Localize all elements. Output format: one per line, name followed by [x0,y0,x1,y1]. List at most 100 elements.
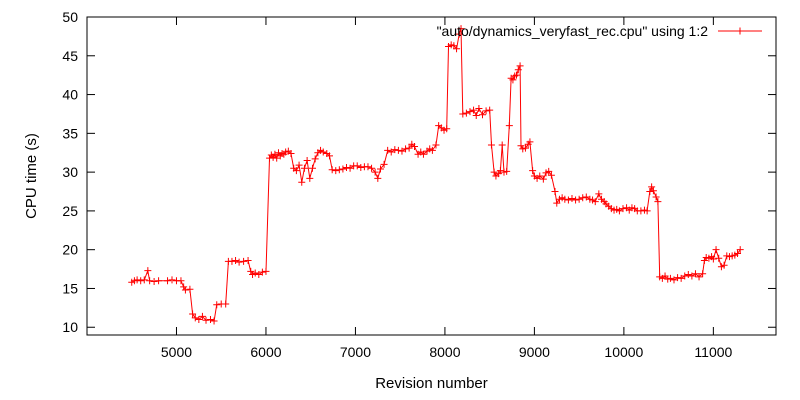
legend: "auto/dynamics_veryfast_rec.cpu" using 1… [437,23,762,39]
legend-marker [736,27,744,35]
data-point [387,148,395,156]
data-point [325,152,333,160]
data-point [255,271,263,279]
data-point [712,246,720,254]
data-point [646,188,654,196]
data-point [180,283,188,291]
data-point [674,274,682,282]
data-point [210,317,218,325]
data-point [455,30,463,38]
data-point [681,272,689,280]
y-tick-label: 15 [62,280,78,296]
data-point [521,144,529,152]
data-point [328,166,336,174]
x-tick-label: 6000 [250,344,281,360]
data-point [140,276,148,284]
data-point [308,164,316,172]
data-point [466,108,474,116]
data-point [339,165,347,173]
data-point [511,72,519,80]
legend-marker-plus [736,27,744,35]
data-point [240,257,248,265]
data-point [691,270,699,278]
data-point [346,164,354,172]
data-point [266,154,274,162]
data-point [495,170,503,178]
data-point [202,316,210,324]
data-point [720,261,728,269]
data-point [155,277,163,285]
data-point [269,153,277,161]
data-point [168,276,176,284]
data-point [553,199,561,207]
data-point [432,141,440,149]
data-point [547,171,555,179]
y-axis-label: CPU time (s) [23,133,40,219]
data-point [487,141,495,149]
data-point [144,267,152,275]
data-point [734,250,742,258]
data-point [405,144,413,152]
data-point [206,315,214,323]
y-tick-label: 20 [62,242,78,258]
data-point [364,163,372,171]
data-point [475,105,483,113]
data-point [391,146,399,154]
data-point [198,312,206,320]
data-point [666,274,674,282]
data-point [195,315,203,323]
y-tick-label: 50 [62,9,78,25]
data-point [677,274,685,282]
data-point [498,141,506,149]
data-point [457,25,465,33]
data-point [513,71,521,79]
data-point [715,254,723,262]
data-point [410,143,418,151]
data-point [517,142,525,150]
data-point [177,277,185,285]
data-point [619,205,627,213]
data-point [595,190,603,198]
x-tick-label: 9000 [519,344,550,360]
series-layer [128,25,744,325]
data-point [374,174,382,182]
data-point [539,175,547,183]
y-tick-label: 45 [62,48,78,64]
data-point [695,273,703,281]
x-tick-label: 5000 [161,344,192,360]
y-axis-ticks: 10 15 20 25 30 35 40 45 50 [62,9,776,335]
data-point [402,145,410,153]
data-point [637,207,645,215]
data-point [398,147,406,155]
data-point [561,195,569,203]
data-point [529,167,537,175]
data-point [376,165,384,173]
legend-label: "auto/dynamics_veryfast_rec.cpu" using 1… [437,23,709,39]
data-point [582,193,590,201]
data-point [222,300,230,308]
data-point [575,195,583,203]
data-point [505,122,513,130]
data-point [164,277,172,285]
data-point [482,107,490,115]
data-point [295,161,303,169]
data-point [189,310,197,318]
x-axis-ticks: 5000 6000 7000 8000 9000 10000 11000 [161,17,733,360]
data-point [699,270,707,278]
x-tick-label: 10000 [604,344,643,360]
data-point [146,277,154,285]
data-point [551,188,559,196]
data-point [274,149,282,157]
data-point [303,156,311,164]
data-point [615,207,623,215]
data-point [496,167,504,175]
data-point [298,178,306,186]
data-point [181,286,189,294]
data-point [380,160,388,168]
data-point [228,257,236,265]
data-point [643,207,651,215]
data-point [648,183,656,191]
data-point [278,150,286,158]
data-point [292,167,300,175]
data-point [568,194,576,202]
